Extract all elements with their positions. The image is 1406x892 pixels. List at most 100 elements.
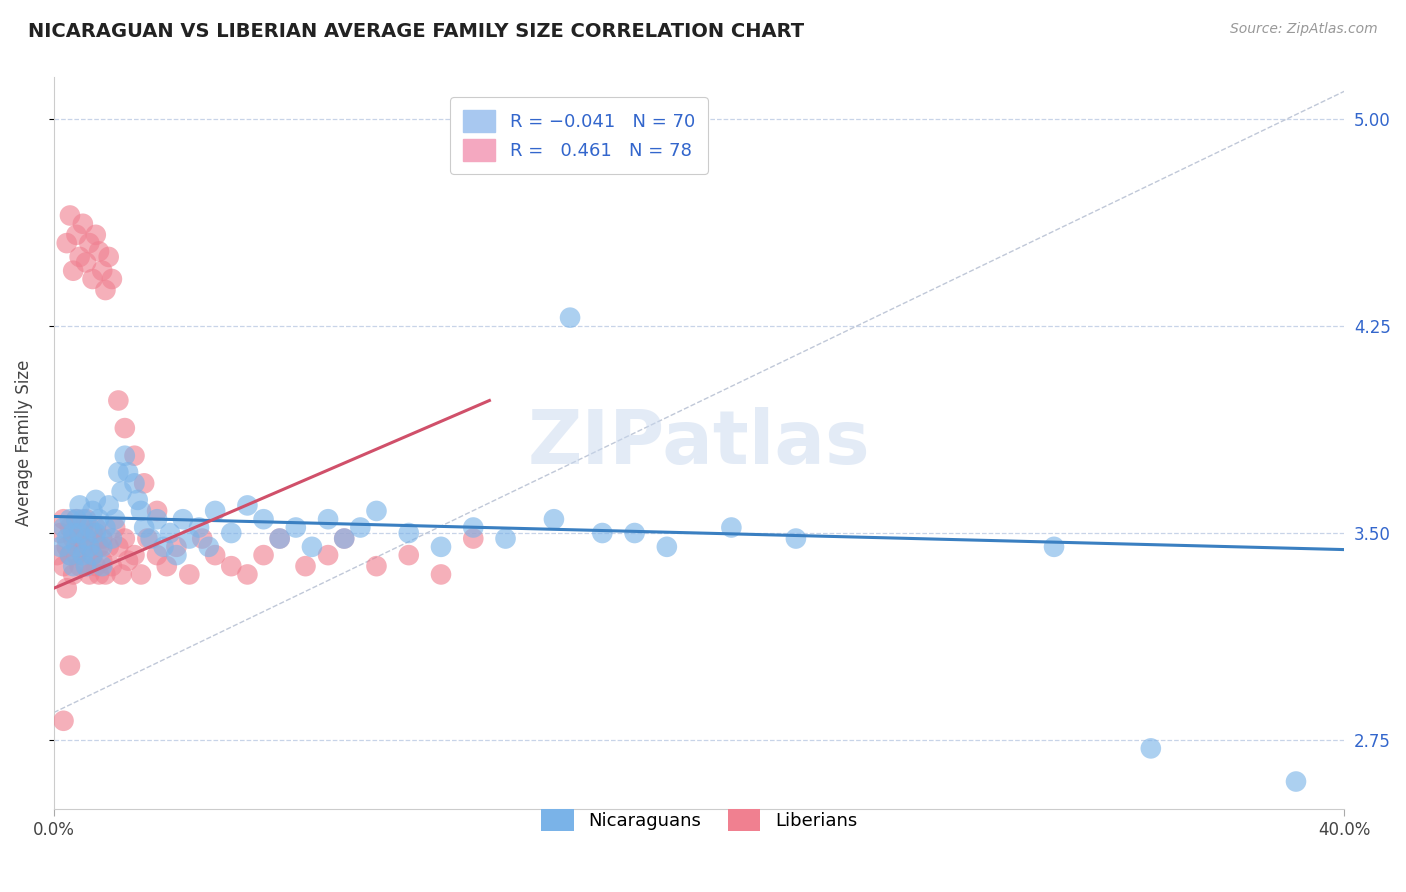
Point bbox=[191, 532, 214, 546]
Point bbox=[101, 272, 124, 286]
Point bbox=[52, 559, 75, 574]
Point bbox=[114, 532, 136, 546]
Point bbox=[82, 504, 104, 518]
Point bbox=[59, 658, 82, 673]
Point bbox=[82, 272, 104, 286]
Point bbox=[91, 554, 114, 568]
Point bbox=[269, 532, 291, 546]
Point bbox=[165, 540, 187, 554]
Point bbox=[219, 559, 242, 574]
Point bbox=[91, 263, 114, 277]
Point bbox=[104, 520, 127, 534]
Point bbox=[591, 526, 613, 541]
Point bbox=[204, 504, 226, 518]
Point bbox=[82, 548, 104, 562]
Point bbox=[75, 512, 97, 526]
Point bbox=[146, 504, 169, 518]
Point bbox=[91, 559, 114, 574]
Point bbox=[136, 532, 159, 546]
Point bbox=[75, 255, 97, 269]
Point bbox=[204, 548, 226, 562]
Point bbox=[87, 244, 110, 259]
Point bbox=[349, 520, 371, 534]
Point bbox=[62, 559, 84, 574]
Point bbox=[284, 520, 307, 534]
Point bbox=[94, 283, 117, 297]
Point bbox=[430, 540, 453, 554]
Point bbox=[720, 520, 742, 534]
Point bbox=[316, 548, 339, 562]
Point bbox=[65, 227, 87, 242]
Point bbox=[52, 512, 75, 526]
Point bbox=[398, 526, 420, 541]
Point bbox=[59, 209, 82, 223]
Point bbox=[62, 532, 84, 546]
Point bbox=[236, 567, 259, 582]
Point bbox=[543, 512, 565, 526]
Point bbox=[79, 540, 101, 554]
Point bbox=[87, 512, 110, 526]
Point bbox=[785, 532, 807, 546]
Point bbox=[188, 520, 211, 534]
Point bbox=[366, 559, 388, 574]
Point bbox=[69, 559, 91, 574]
Point bbox=[1140, 741, 1163, 756]
Point bbox=[430, 567, 453, 582]
Point bbox=[172, 512, 194, 526]
Point bbox=[179, 532, 201, 546]
Point bbox=[107, 540, 129, 554]
Point bbox=[55, 236, 77, 251]
Legend: Nicaraguans, Liberians: Nicaraguans, Liberians bbox=[529, 797, 870, 844]
Point bbox=[69, 499, 91, 513]
Point bbox=[146, 548, 169, 562]
Point bbox=[127, 492, 149, 507]
Point bbox=[134, 520, 156, 534]
Point bbox=[146, 512, 169, 526]
Point bbox=[87, 540, 110, 554]
Point bbox=[366, 504, 388, 518]
Point bbox=[117, 465, 139, 479]
Point bbox=[558, 310, 581, 325]
Y-axis label: Average Family Size: Average Family Size bbox=[15, 360, 32, 526]
Point bbox=[79, 567, 101, 582]
Point bbox=[59, 520, 82, 534]
Point bbox=[114, 421, 136, 435]
Point bbox=[46, 548, 69, 562]
Text: Source: ZipAtlas.com: Source: ZipAtlas.com bbox=[1230, 22, 1378, 37]
Point bbox=[101, 559, 124, 574]
Point bbox=[97, 250, 120, 264]
Point bbox=[84, 492, 107, 507]
Point bbox=[62, 526, 84, 541]
Point bbox=[94, 520, 117, 534]
Point bbox=[110, 484, 132, 499]
Point bbox=[124, 449, 146, 463]
Point bbox=[179, 567, 201, 582]
Point bbox=[91, 540, 114, 554]
Point bbox=[114, 449, 136, 463]
Point bbox=[1285, 774, 1308, 789]
Point bbox=[55, 532, 77, 546]
Point bbox=[97, 540, 120, 554]
Point bbox=[82, 548, 104, 562]
Point bbox=[65, 540, 87, 554]
Point bbox=[623, 526, 645, 541]
Point bbox=[75, 532, 97, 546]
Point bbox=[75, 559, 97, 574]
Point bbox=[91, 532, 114, 546]
Point bbox=[52, 520, 75, 534]
Point bbox=[333, 532, 356, 546]
Point bbox=[104, 512, 127, 526]
Point bbox=[79, 520, 101, 534]
Point bbox=[398, 548, 420, 562]
Point bbox=[94, 567, 117, 582]
Point bbox=[72, 520, 94, 534]
Point bbox=[101, 532, 124, 546]
Point bbox=[134, 476, 156, 491]
Point bbox=[333, 532, 356, 546]
Point bbox=[139, 532, 162, 546]
Point bbox=[49, 526, 72, 541]
Point bbox=[84, 520, 107, 534]
Point bbox=[252, 548, 274, 562]
Point bbox=[79, 540, 101, 554]
Point bbox=[165, 548, 187, 562]
